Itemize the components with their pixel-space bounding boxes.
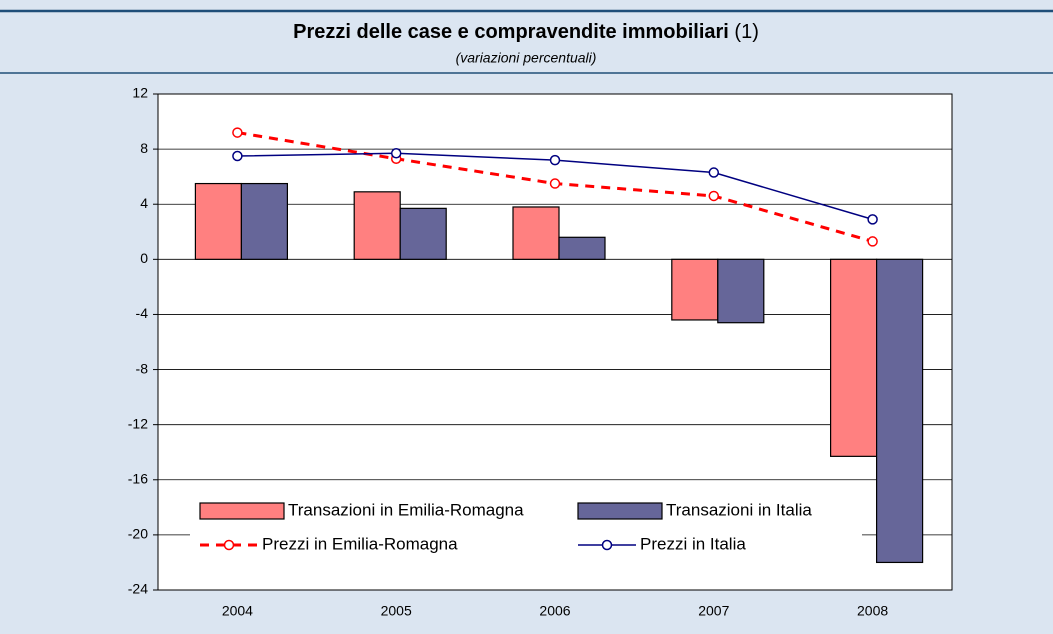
bar bbox=[194, 182, 242, 260]
y-tick-label: -12 bbox=[128, 415, 148, 431]
chart-subtitle: (variazioni percentuali) bbox=[456, 50, 597, 66]
x-tick-label: 2005 bbox=[381, 603, 412, 619]
bar bbox=[399, 207, 447, 260]
legend-label: Prezzi in Italia bbox=[640, 534, 746, 553]
marker bbox=[232, 127, 243, 138]
bar bbox=[240, 182, 288, 260]
bar bbox=[829, 258, 878, 457]
marker bbox=[867, 214, 878, 225]
bar bbox=[512, 206, 560, 260]
x-tick-label: 2008 bbox=[857, 603, 888, 619]
marker bbox=[549, 154, 561, 166]
legend-swatch bbox=[199, 502, 285, 520]
x-tick-label: 2006 bbox=[539, 603, 570, 619]
marker bbox=[708, 167, 720, 178]
x-tick-label: 2004 bbox=[222, 603, 253, 619]
legend-label: Transazioni in Italia bbox=[666, 500, 812, 519]
y-tick-label: -16 bbox=[128, 470, 148, 486]
marker bbox=[232, 150, 243, 162]
bar bbox=[558, 236, 606, 260]
legend-swatch bbox=[577, 502, 663, 520]
title-main: Prezzi delle case e compravendite immobi… bbox=[293, 21, 729, 43]
y-tick-label: -4 bbox=[136, 305, 149, 321]
y-tick-label: 12 bbox=[132, 85, 148, 101]
y-tick-label: -24 bbox=[128, 581, 148, 597]
y-tick-label: 8 bbox=[140, 140, 148, 156]
y-tick-label: -20 bbox=[128, 526, 148, 542]
bar bbox=[875, 258, 924, 564]
legend-label: Prezzi in Emilia-Romagna bbox=[262, 534, 458, 553]
legend-box bbox=[190, 492, 862, 568]
y-tick-label: -8 bbox=[136, 360, 149, 376]
x-tick-label: 2007 bbox=[698, 603, 729, 619]
bar bbox=[353, 191, 401, 260]
marker bbox=[867, 236, 878, 247]
bar bbox=[717, 258, 765, 324]
legend-marker bbox=[223, 539, 235, 551]
marker bbox=[708, 190, 720, 202]
legend-label: Transazioni in Emilia-Romagna bbox=[288, 500, 524, 519]
title-note: (1) bbox=[734, 21, 758, 43]
y-tick-label: 4 bbox=[140, 195, 148, 211]
marker bbox=[390, 147, 402, 159]
y-tick-label: 0 bbox=[140, 250, 148, 266]
bar bbox=[671, 258, 719, 321]
marker bbox=[549, 178, 561, 189]
legend-marker bbox=[601, 539, 613, 551]
chart-title: Prezzi delle case e compravendite immobi… bbox=[293, 21, 759, 43]
